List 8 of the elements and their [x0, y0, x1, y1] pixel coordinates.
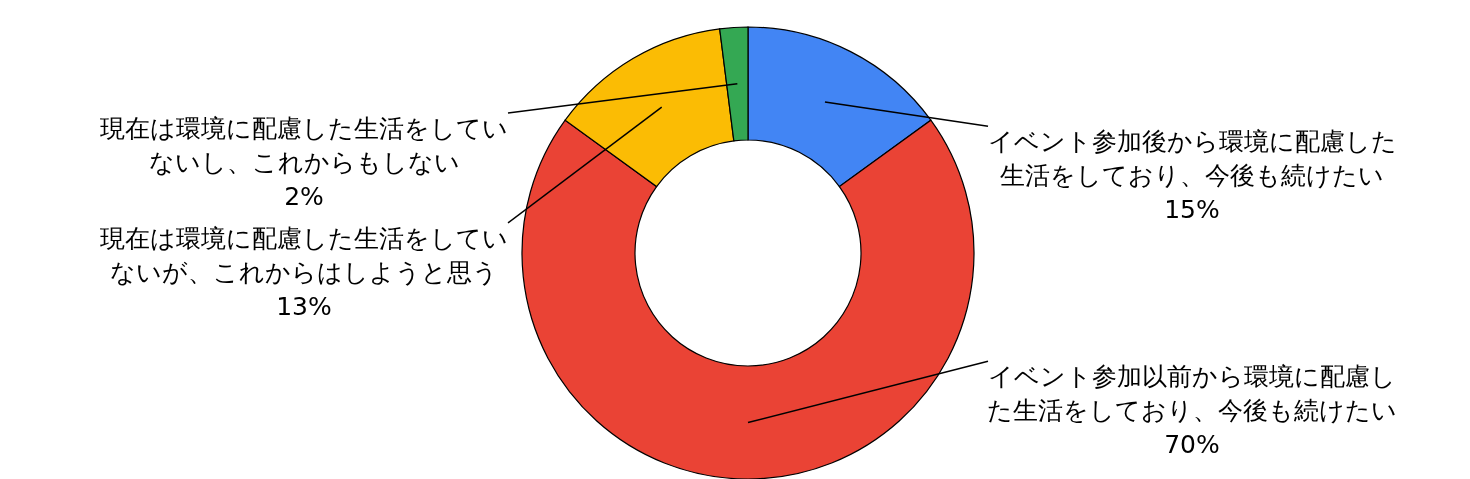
slice-label: 現在は環境に配慮した生活をしていないし、これからもしない [100, 113, 508, 177]
slice-label: イベント参加後から環境に配慮した生活をしており、今後も続けたい [987, 127, 1397, 191]
data-label: 13% [276, 291, 332, 321]
data-label: 2% [284, 181, 324, 211]
data-label: 15% [1164, 195, 1220, 225]
slice-label: 現在は環境に配慮した生活をしていないが、これからはしようと思う [100, 223, 508, 287]
slice-label: イベント参加以前から環境に配慮した生活をしており、今後も続けたい [987, 362, 1397, 426]
data-label: 70% [1164, 430, 1220, 460]
